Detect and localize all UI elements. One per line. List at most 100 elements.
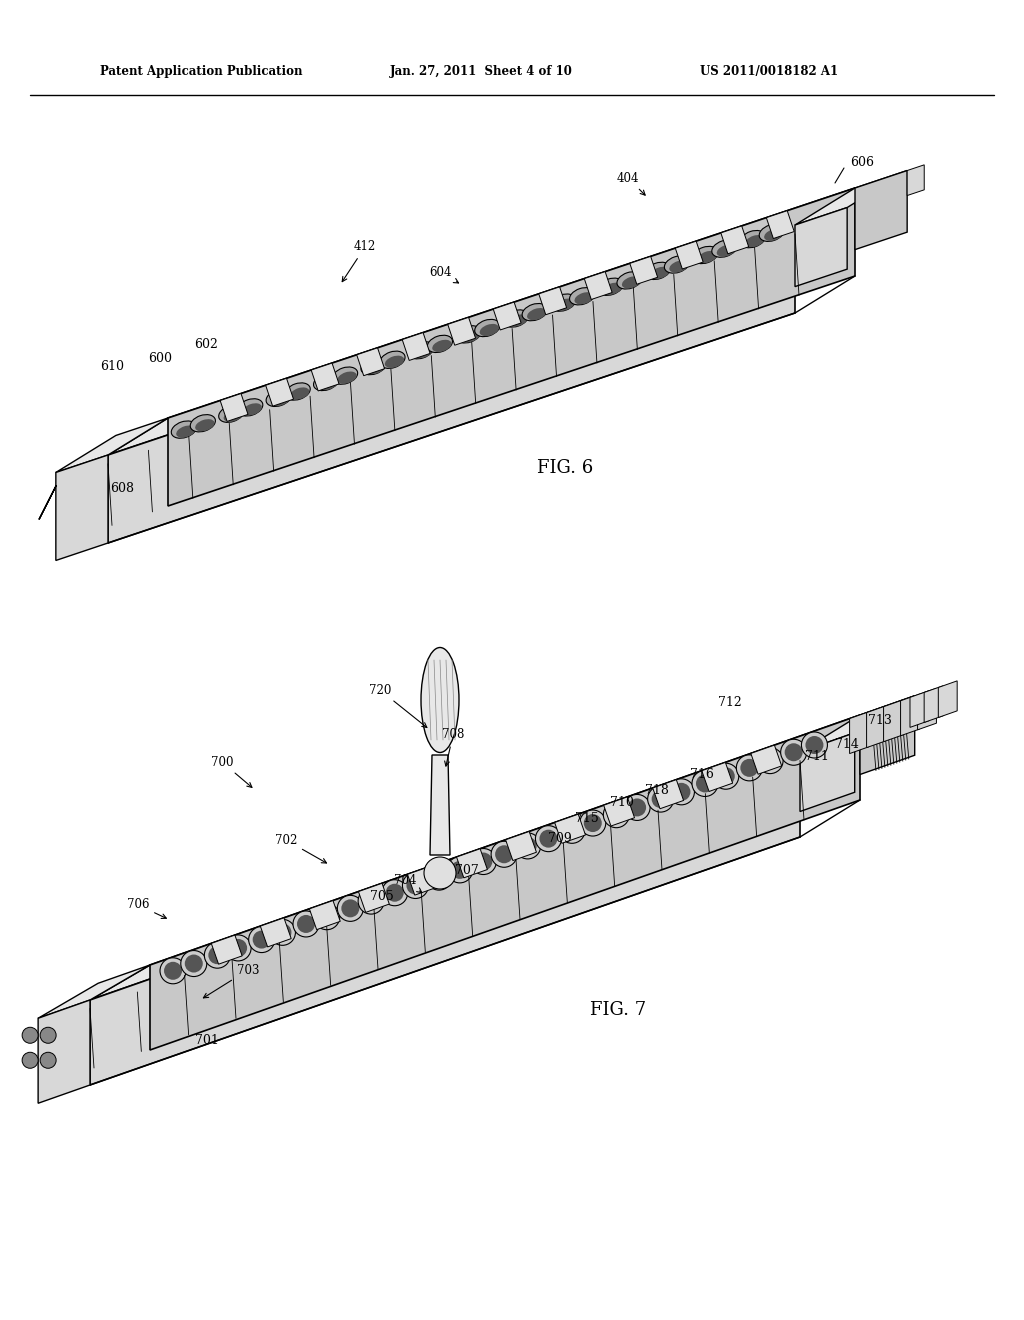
Ellipse shape	[196, 420, 214, 432]
Ellipse shape	[740, 231, 765, 248]
Ellipse shape	[598, 279, 624, 296]
Ellipse shape	[697, 251, 717, 263]
Circle shape	[651, 791, 670, 808]
Polygon shape	[56, 418, 168, 473]
Ellipse shape	[556, 298, 574, 310]
Polygon shape	[494, 302, 521, 330]
Circle shape	[293, 911, 319, 937]
Polygon shape	[168, 187, 855, 506]
Ellipse shape	[190, 414, 215, 432]
Circle shape	[297, 915, 315, 933]
Circle shape	[23, 1052, 38, 1068]
Polygon shape	[260, 917, 291, 946]
Circle shape	[474, 853, 493, 870]
Ellipse shape	[266, 389, 291, 407]
Ellipse shape	[645, 263, 671, 280]
Ellipse shape	[527, 308, 547, 321]
Text: 705: 705	[370, 890, 394, 903]
Polygon shape	[701, 763, 732, 792]
Polygon shape	[555, 814, 586, 843]
Text: 602: 602	[194, 338, 218, 351]
Text: 720: 720	[369, 684, 427, 727]
Ellipse shape	[385, 355, 404, 368]
Circle shape	[430, 869, 449, 886]
Circle shape	[584, 814, 602, 832]
Text: 701: 701	[195, 1034, 219, 1047]
Ellipse shape	[569, 288, 595, 305]
Ellipse shape	[432, 339, 452, 352]
Polygon shape	[630, 256, 657, 284]
Ellipse shape	[243, 404, 262, 416]
Circle shape	[225, 935, 251, 961]
Circle shape	[253, 931, 270, 949]
Polygon shape	[900, 694, 920, 735]
Polygon shape	[938, 681, 957, 718]
Polygon shape	[408, 866, 438, 895]
Polygon shape	[910, 690, 929, 727]
Ellipse shape	[380, 351, 406, 368]
Polygon shape	[539, 286, 566, 314]
Circle shape	[740, 759, 759, 777]
Circle shape	[249, 927, 274, 953]
Polygon shape	[918, 688, 936, 730]
Text: 606: 606	[850, 157, 874, 169]
Circle shape	[208, 946, 226, 964]
Polygon shape	[884, 700, 902, 742]
Polygon shape	[721, 226, 749, 253]
Polygon shape	[457, 849, 487, 878]
Circle shape	[358, 888, 384, 913]
Circle shape	[603, 801, 630, 828]
Circle shape	[492, 841, 517, 867]
Text: 412: 412	[342, 240, 376, 281]
Circle shape	[519, 837, 537, 855]
Text: Jan. 27, 2011  Sheet 4 of 10: Jan. 27, 2011 Sheet 4 of 10	[390, 66, 572, 78]
Circle shape	[784, 743, 803, 762]
Ellipse shape	[745, 235, 765, 247]
Text: 610: 610	[100, 359, 124, 372]
Ellipse shape	[693, 247, 718, 264]
Polygon shape	[265, 379, 294, 407]
Circle shape	[761, 751, 779, 770]
Polygon shape	[311, 363, 339, 391]
Text: 710: 710	[610, 796, 634, 808]
Polygon shape	[795, 207, 847, 286]
Circle shape	[540, 830, 557, 847]
Ellipse shape	[338, 371, 356, 384]
Circle shape	[382, 879, 408, 906]
Circle shape	[669, 779, 694, 805]
Polygon shape	[800, 696, 914, 752]
Text: US 2011/0018182 A1: US 2011/0018182 A1	[700, 66, 838, 78]
Polygon shape	[860, 696, 914, 775]
Circle shape	[424, 857, 456, 888]
Polygon shape	[585, 272, 612, 300]
Circle shape	[205, 942, 230, 968]
Circle shape	[559, 817, 585, 843]
Ellipse shape	[427, 335, 453, 352]
Polygon shape	[56, 455, 108, 561]
Polygon shape	[604, 797, 635, 826]
Ellipse shape	[456, 326, 481, 343]
Circle shape	[337, 895, 364, 921]
Polygon shape	[108, 187, 855, 455]
Polygon shape	[795, 170, 907, 224]
Ellipse shape	[421, 648, 459, 752]
Ellipse shape	[176, 425, 196, 438]
Text: 704: 704	[394, 874, 422, 892]
Polygon shape	[447, 317, 475, 346]
Ellipse shape	[617, 272, 642, 289]
Ellipse shape	[503, 310, 528, 327]
Ellipse shape	[603, 282, 623, 294]
Circle shape	[515, 833, 541, 859]
Polygon shape	[430, 755, 450, 855]
Ellipse shape	[223, 409, 243, 422]
Ellipse shape	[461, 330, 480, 342]
Polygon shape	[39, 486, 56, 519]
Circle shape	[607, 805, 626, 824]
Polygon shape	[356, 348, 385, 376]
Circle shape	[802, 733, 827, 758]
Circle shape	[313, 904, 340, 929]
Circle shape	[273, 923, 292, 941]
Circle shape	[696, 775, 714, 792]
Polygon shape	[652, 780, 684, 809]
Circle shape	[692, 771, 718, 796]
